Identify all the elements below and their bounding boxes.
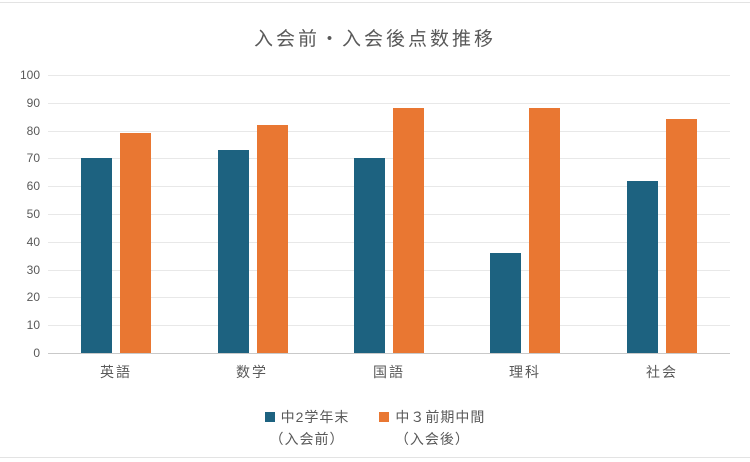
legend-row: 中2学年末: [264, 406, 350, 428]
gridline-20: [48, 297, 730, 298]
legend-item-after: 中３前期中間 （入会後）: [379, 406, 485, 450]
bar-before-国語: [354, 158, 385, 353]
legend-label-line2: （入会前）: [269, 431, 345, 447]
gridline-30: [48, 270, 730, 271]
y-tick-label-30: 30: [26, 263, 40, 277]
category-label-数学: 数学: [236, 364, 268, 380]
y-tick-label-90: 90: [26, 96, 40, 110]
bar-before-英語: [81, 158, 112, 353]
y-tick-label-10: 10: [26, 318, 40, 332]
gridline-70: [48, 158, 730, 159]
legend-label-line1: 中2学年末: [280, 409, 350, 425]
y-tick-label-0: 0: [33, 346, 40, 360]
legend-row: 中３前期中間: [379, 406, 485, 428]
y-tick-label-70: 70: [26, 151, 40, 165]
chart-legend: 中2学年末 （入会前） 中３前期中間 （入会後）: [0, 406, 750, 450]
chart-title: 入会前・入会後点数推移: [253, 29, 496, 50]
bottom-edge-line: [0, 457, 750, 458]
gridline-10: [48, 325, 730, 326]
category-label-国語: 国語: [373, 364, 405, 380]
y-tick-label-50: 50: [26, 207, 40, 221]
gridline-50: [48, 214, 730, 215]
y-tick-label-40: 40: [26, 235, 40, 249]
bar-after-理科: [529, 108, 560, 353]
bar-before-数学: [218, 150, 249, 353]
bar-after-英語: [120, 133, 151, 353]
y-tick-label-100: 100: [19, 68, 40, 82]
legend-label-line2: （入会後）: [394, 431, 470, 447]
category-label-社会: 社会: [646, 364, 678, 380]
y-tick-label-20: 20: [26, 290, 40, 304]
bar-after-数学: [257, 125, 288, 353]
legend-swatch-icon: [379, 412, 390, 422]
top-edge-line: [0, 2, 750, 3]
gridline-90: [48, 103, 730, 104]
gridline-100: [48, 75, 730, 76]
category-label-英語: 英語: [100, 364, 132, 380]
y-tick-label-80: 80: [26, 124, 40, 138]
bar-after-社会: [666, 119, 697, 353]
plot-area: [48, 75, 730, 354]
x-axis-line: [48, 353, 730, 354]
gridline-80: [48, 131, 730, 132]
bar-before-理科: [490, 253, 521, 353]
y-tick-label-60: 60: [26, 179, 40, 193]
gridline-60: [48, 186, 730, 187]
legend-label-line1: 中３前期中間: [395, 409, 486, 425]
category-label-理科: 理科: [509, 364, 541, 380]
bar-after-国語: [393, 108, 424, 353]
bar-before-社会: [627, 181, 658, 353]
gridline-40: [48, 242, 730, 243]
legend-item-before: 中2学年末 （入会前）: [264, 406, 350, 450]
legend-swatch-icon: [264, 412, 275, 422]
